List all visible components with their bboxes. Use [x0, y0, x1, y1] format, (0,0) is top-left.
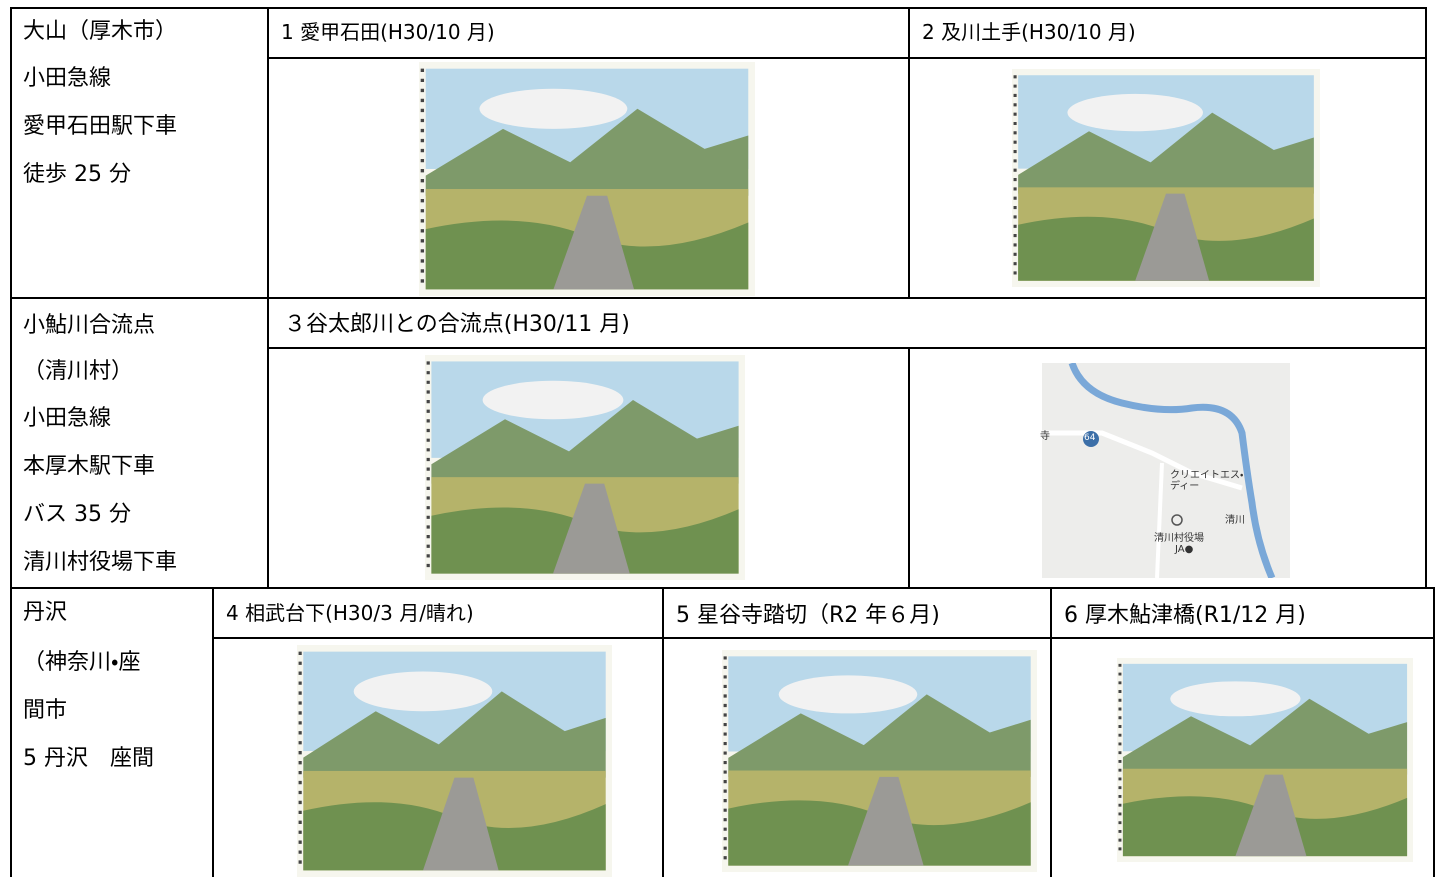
map-label: クリエイトエス・ — [1170, 470, 1244, 481]
place-line: 小田急線 — [23, 406, 112, 431]
rule — [10, 7, 1426, 9]
rule — [908, 7, 910, 57]
rule — [212, 637, 1434, 639]
map-shapes — [1042, 363, 1276, 578]
place-line: 小田急線 — [23, 66, 112, 91]
caption: 1 愛甲石田(H30/10 月) — [281, 20, 495, 44]
rule — [267, 347, 1426, 349]
caption: 6 厚木鮎津橋(R1/12 月) — [1064, 603, 1306, 628]
rule — [908, 57, 910, 297]
place-line: 徒歩 25 分 — [23, 162, 131, 187]
sketch — [1012, 69, 1320, 287]
place-line: 丹沢 — [23, 600, 68, 625]
rule — [212, 587, 214, 877]
map-label: 64 — [1084, 433, 1096, 443]
rule — [267, 7, 269, 587]
place-line: 愛甲石田駅下車 — [23, 114, 178, 139]
rule — [10, 297, 1426, 299]
rule — [1425, 7, 1427, 587]
caption: ３谷太郎川との合流点(H30/11 月) — [284, 312, 630, 337]
map-label: 清川 — [1225, 515, 1245, 526]
rule — [1050, 587, 1052, 877]
place-line: （神奈川・座 — [23, 650, 141, 675]
place-line: 清川村役場下車 — [23, 550, 178, 575]
place-line: 間市 — [23, 698, 68, 723]
sketch — [722, 650, 1037, 872]
rule — [908, 347, 910, 587]
place-line: 小鮎川合流点 — [23, 313, 156, 338]
place-line: 5 丹沢 座間 — [23, 746, 154, 771]
place-line: 大山（厚木市） — [23, 19, 178, 44]
caption: 4 相武台下(H30/3 月/晴れ) — [226, 601, 474, 625]
caption: 2 及川土手(H30/10 月) — [922, 20, 1136, 44]
map-label: 寺 — [1040, 431, 1050, 442]
place-line: バス 35 分 — [23, 502, 131, 527]
map-label: ディー — [1170, 481, 1200, 492]
rule — [1433, 587, 1435, 877]
rule — [662, 587, 664, 877]
map-label: JA● — [1175, 544, 1194, 555]
caption: 5 星谷寺踏切（R2 年６月) — [676, 603, 940, 628]
sketch — [419, 62, 755, 296]
rule — [267, 57, 1426, 59]
sketch — [1117, 658, 1413, 862]
sketch — [297, 645, 612, 877]
place-line: （清川村） — [23, 359, 134, 384]
map-label: 清川村役場 — [1154, 533, 1204, 544]
rule — [10, 7, 12, 877]
place-line: 本厚木駅下車 — [23, 454, 156, 479]
sketch — [425, 355, 745, 580]
rule — [10, 587, 1434, 589]
map: 寺 64 クリエイトエス・ ディー 清川 清川村役場 JA● — [1040, 363, 1290, 578]
